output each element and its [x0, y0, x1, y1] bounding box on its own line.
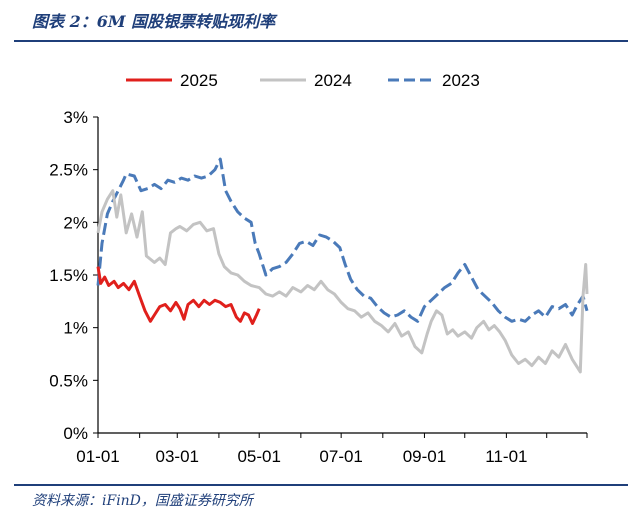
x-tick-label: 07-01 [319, 447, 362, 466]
top-rule [14, 40, 628, 42]
y-tick-label: 1% [63, 319, 88, 338]
legend-label-2023: 2023 [442, 71, 480, 90]
series-line-2023 [96, 157, 589, 323]
legend-label-2025: 2025 [180, 71, 218, 90]
y-tick-label: 2.5% [49, 161, 88, 180]
y-tick-label: 0.5% [49, 371, 88, 390]
x-tick-label: 01-01 [76, 447, 119, 466]
y-tick-label: 2% [63, 213, 88, 232]
series-group [96, 157, 589, 374]
y-tick-label: 3% [63, 108, 88, 127]
legend: 2025 2024 2023 [126, 71, 480, 90]
x-tick-label: 03-01 [156, 447, 199, 466]
bottom-rule [14, 484, 628, 486]
series-line-2024 [96, 189, 589, 374]
axes: 0% 0.5% 1% 1.5% 2% 2.5% 3% 01-01 03-01 05-01 07-01… [49, 108, 588, 466]
series-line-2025 [96, 266, 261, 325]
x-tick-label: 09-01 [403, 447, 446, 466]
x-tick-label: 05-01 [237, 447, 280, 466]
x-tick-label: 11-01 [485, 447, 527, 466]
y-tick-label: 1.5% [49, 266, 88, 285]
figure-source: 资料来源：iFinD，国盛证券研究所 [32, 493, 253, 509]
y-tick-label: 0% [63, 424, 88, 443]
rate-line-chart: 2025 2024 2023 0% 0.5% 1% 1.5% 2% 2.5% 3% 01-01 03… [49, 71, 589, 466]
figure-title: 图表 2：6M 国股银票转贴现利率 [32, 12, 276, 31]
legend-label-2024: 2024 [314, 71, 352, 90]
